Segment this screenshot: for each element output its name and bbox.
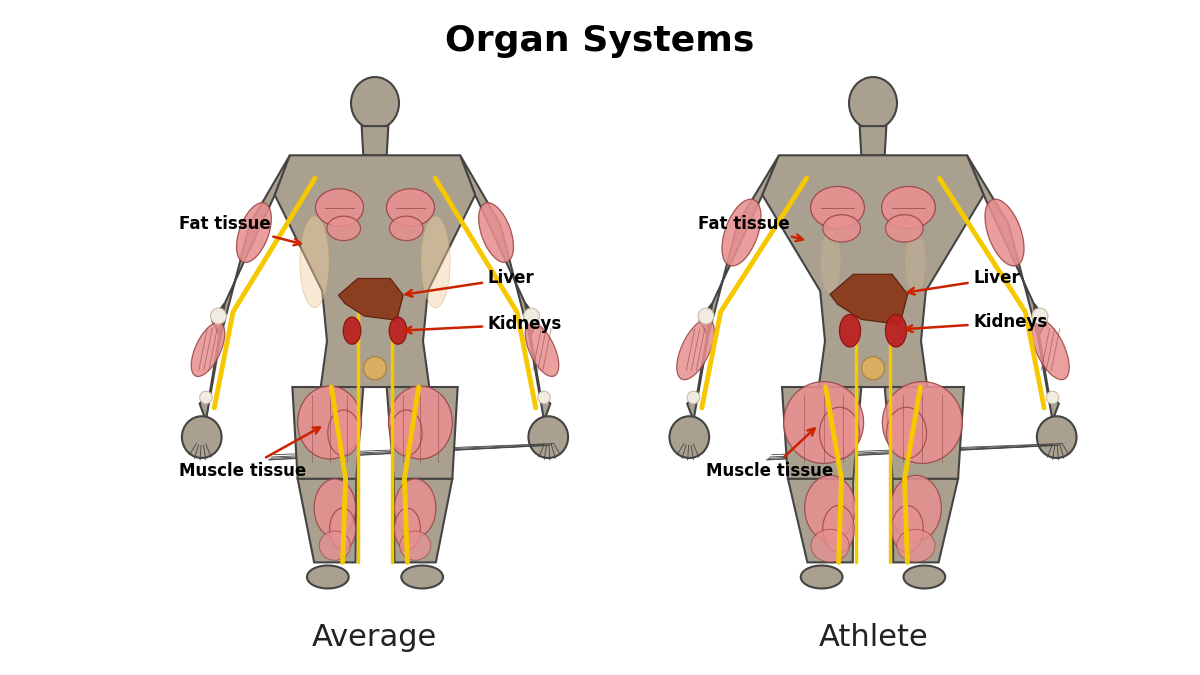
Ellipse shape [887,407,926,459]
Ellipse shape [236,202,271,263]
Ellipse shape [670,416,709,458]
Polygon shape [212,155,290,337]
Ellipse shape [330,508,355,550]
Ellipse shape [421,216,450,308]
Ellipse shape [314,479,355,537]
Text: Kidneys: Kidneys [906,313,1048,332]
Polygon shape [361,126,389,155]
Ellipse shape [722,199,761,266]
Polygon shape [859,126,887,155]
Polygon shape [700,155,779,337]
Ellipse shape [386,189,434,226]
Ellipse shape [210,308,227,324]
Ellipse shape [390,216,424,240]
Ellipse shape [886,315,906,347]
Polygon shape [460,155,538,337]
Text: Average: Average [312,624,437,652]
Ellipse shape [182,416,222,458]
Ellipse shape [882,381,962,464]
Polygon shape [893,479,958,562]
Ellipse shape [688,392,700,404]
Ellipse shape [300,216,329,308]
Ellipse shape [528,416,568,458]
Ellipse shape [1032,308,1048,324]
Ellipse shape [479,202,514,263]
Ellipse shape [1046,392,1058,404]
Polygon shape [884,387,964,479]
Polygon shape [298,479,356,562]
Ellipse shape [390,410,422,456]
Ellipse shape [823,215,860,242]
Ellipse shape [882,186,935,229]
Ellipse shape [820,407,859,459]
Ellipse shape [811,186,864,229]
Ellipse shape [821,230,841,294]
Polygon shape [338,279,403,320]
Ellipse shape [523,308,540,324]
Ellipse shape [677,319,714,380]
Ellipse shape [319,531,350,560]
Ellipse shape [905,230,925,294]
Polygon shape [688,304,713,421]
Ellipse shape [800,566,842,589]
Text: Organ Systems: Organ Systems [445,24,755,57]
Ellipse shape [526,323,559,377]
Polygon shape [275,155,475,387]
Ellipse shape [840,315,860,347]
Ellipse shape [364,357,386,380]
Text: Muscle tissue: Muscle tissue [706,429,833,479]
Ellipse shape [538,392,551,404]
Ellipse shape [298,386,361,459]
Text: Kidneys: Kidneys [404,315,562,333]
Text: Fat tissue: Fat tissue [697,215,803,241]
Ellipse shape [848,77,898,129]
Ellipse shape [985,199,1024,266]
Ellipse shape [400,531,431,560]
Ellipse shape [316,189,364,226]
Polygon shape [830,274,907,325]
Ellipse shape [892,506,923,552]
Ellipse shape [823,506,854,552]
Ellipse shape [805,475,856,541]
Ellipse shape [395,479,436,537]
Ellipse shape [862,357,884,380]
Ellipse shape [389,317,407,344]
Ellipse shape [1037,416,1076,458]
Polygon shape [386,387,457,479]
Ellipse shape [307,566,349,589]
Ellipse shape [350,77,400,129]
Ellipse shape [811,529,850,562]
Polygon shape [967,155,1046,337]
Ellipse shape [328,410,360,456]
Ellipse shape [389,386,452,459]
Ellipse shape [343,317,361,344]
Ellipse shape [401,566,443,589]
Polygon shape [1033,304,1058,421]
Polygon shape [782,387,862,479]
Text: Athlete: Athlete [818,624,929,652]
Ellipse shape [904,566,946,589]
Ellipse shape [784,381,864,464]
Text: Liver: Liver [406,269,534,296]
Text: Muscle tissue: Muscle tissue [179,427,320,479]
Ellipse shape [1032,319,1069,380]
Polygon shape [762,155,984,387]
Ellipse shape [395,508,420,550]
Ellipse shape [896,529,935,562]
Polygon shape [394,479,452,562]
Polygon shape [526,304,551,421]
Ellipse shape [191,323,224,377]
Ellipse shape [886,215,923,242]
Ellipse shape [326,216,360,240]
Ellipse shape [890,475,941,541]
Polygon shape [199,304,224,421]
Polygon shape [293,387,364,479]
Ellipse shape [199,392,212,404]
Text: Liver: Liver [907,269,1020,294]
Ellipse shape [698,308,714,324]
Text: Fat tissue: Fat tissue [179,215,301,245]
Polygon shape [788,479,853,562]
